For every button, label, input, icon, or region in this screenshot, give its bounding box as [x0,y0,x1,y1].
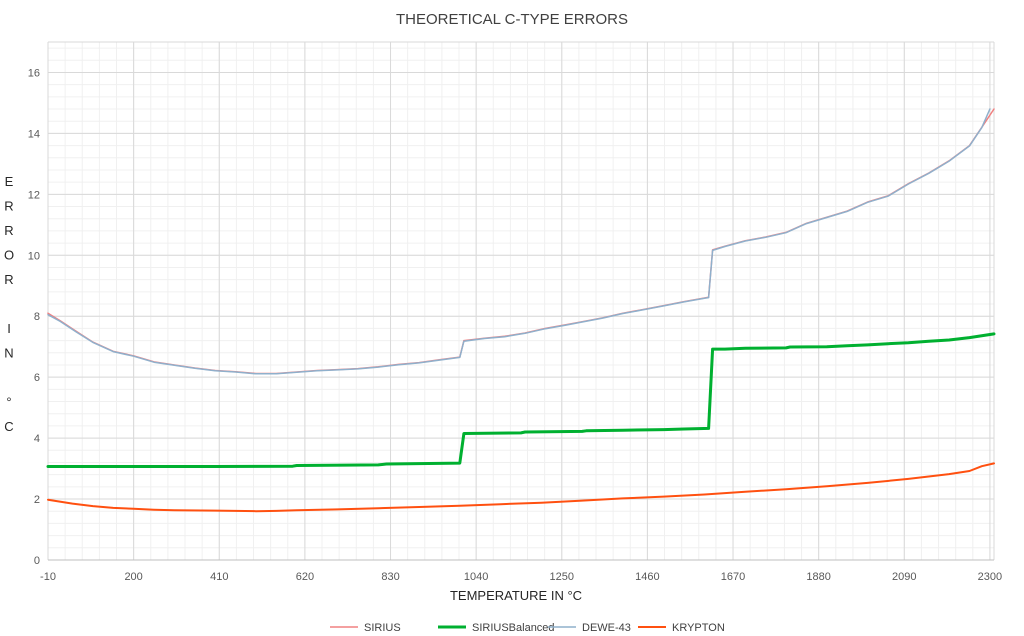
x-tick-label: 2090 [892,571,916,583]
x-tick-label: 620 [296,571,314,583]
y-tick-label: 8 [34,311,40,323]
legend-label: KRYPTON [672,622,725,634]
x-tick-label: 410 [210,571,228,583]
x-tick-label: 1460 [635,571,659,583]
series-line-dewe-43 [47,108,991,375]
y-tick-label: 12 [28,189,40,201]
y-tick-label: 10 [28,250,40,262]
y-axis-label-char: R [4,223,13,238]
y-tick-label: 2 [34,494,40,506]
y-axis-label-char: E [5,174,14,189]
y-axis-label-char: I [7,321,11,336]
y-tick-label: 6 [34,372,40,384]
series-line-siriusbalanced [46,332,996,468]
y-axis-label-char: ° [6,395,11,410]
y-axis-label-char: R [4,199,13,214]
y-axis-label-char: C [4,419,13,434]
series-line-krypton [47,462,995,513]
minor-grid [48,42,994,560]
legend-label: DEWE-43 [582,622,631,634]
y-axis-label-char: O [4,248,14,263]
y-tick-labels: 0 2 4 6 8 10 12 14 16 [28,67,40,567]
x-tick-label: 1250 [550,571,574,583]
y-tick-label: 4 [34,433,40,445]
series-lines [46,108,996,513]
x-axis-label: TEMPERATURE IN °C [450,588,582,603]
x-tick-label: 1670 [721,571,745,583]
x-tick-label: 1040 [464,571,488,583]
chart-title: THEORETICAL C-TYPE ERRORS [396,11,628,28]
y-tick-label: 14 [28,128,40,140]
y-axis-label-char: R [4,272,13,287]
x-tick-label: 830 [381,571,399,583]
x-tick-label: -10 [40,571,56,583]
y-tick-label: 0 [34,555,40,567]
legend-label: SIRIUS [364,622,401,634]
x-tick-label: 2300 [978,571,1002,583]
y-axis-label-char: N [4,346,13,361]
x-tick-label: 1880 [806,571,830,583]
y-tick-label: 16 [28,67,40,79]
major-grid [47,41,995,561]
legend-label: SIRIUSBalanced [472,622,555,634]
x-tick-label: 200 [124,571,142,583]
x-tick-labels: -10 200 410 620 830 1040 1250 1460 1670 1880 2090 2… [40,571,1002,583]
legend: SIRIUS SIRIUSBalanced DEWE-43 KRYPTON [330,622,725,634]
